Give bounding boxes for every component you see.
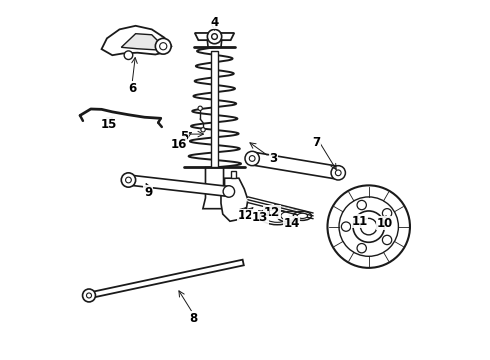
Polygon shape	[101, 26, 172, 55]
Circle shape	[382, 235, 392, 244]
Circle shape	[357, 243, 367, 253]
Text: 5: 5	[180, 130, 188, 144]
Circle shape	[198, 106, 202, 111]
Polygon shape	[207, 40, 221, 47]
Circle shape	[212, 34, 218, 40]
Ellipse shape	[294, 211, 312, 220]
Text: 13: 13	[252, 211, 268, 224]
Polygon shape	[88, 260, 244, 298]
Text: 16: 16	[171, 138, 187, 150]
Text: 4: 4	[210, 16, 219, 29]
Text: 12: 12	[264, 206, 280, 219]
Text: 1: 1	[237, 210, 245, 222]
Circle shape	[339, 197, 398, 256]
Circle shape	[207, 30, 221, 44]
Polygon shape	[195, 33, 234, 40]
Ellipse shape	[277, 210, 303, 222]
Polygon shape	[211, 51, 219, 167]
Circle shape	[155, 39, 171, 54]
Text: 6: 6	[128, 82, 136, 95]
Circle shape	[342, 222, 351, 231]
Ellipse shape	[265, 210, 290, 222]
Ellipse shape	[281, 211, 299, 220]
Ellipse shape	[297, 213, 308, 219]
Circle shape	[201, 128, 205, 132]
Circle shape	[361, 219, 377, 235]
Text: 14: 14	[283, 216, 300, 230]
Polygon shape	[128, 175, 229, 197]
Ellipse shape	[260, 207, 295, 225]
Text: 2: 2	[245, 210, 253, 222]
Text: 9: 9	[144, 186, 152, 199]
Circle shape	[125, 177, 131, 183]
Text: 3: 3	[270, 152, 278, 165]
Circle shape	[382, 209, 392, 218]
Text: 10: 10	[377, 216, 393, 230]
Text: 8: 8	[189, 311, 197, 325]
Circle shape	[335, 170, 341, 176]
Circle shape	[245, 151, 259, 166]
Polygon shape	[251, 152, 339, 179]
Text: 7: 7	[313, 136, 321, 149]
Circle shape	[87, 293, 92, 298]
Circle shape	[249, 156, 255, 161]
Circle shape	[353, 211, 384, 242]
Polygon shape	[203, 167, 226, 209]
Circle shape	[331, 166, 345, 180]
Polygon shape	[231, 171, 236, 178]
Polygon shape	[221, 178, 248, 221]
Circle shape	[160, 42, 167, 50]
Text: 11: 11	[352, 215, 368, 228]
Circle shape	[327, 185, 410, 268]
Circle shape	[223, 186, 235, 197]
Text: 15: 15	[100, 118, 117, 131]
Circle shape	[357, 201, 367, 210]
Circle shape	[124, 51, 133, 59]
Polygon shape	[122, 34, 161, 50]
Circle shape	[122, 173, 136, 187]
Circle shape	[82, 289, 96, 302]
